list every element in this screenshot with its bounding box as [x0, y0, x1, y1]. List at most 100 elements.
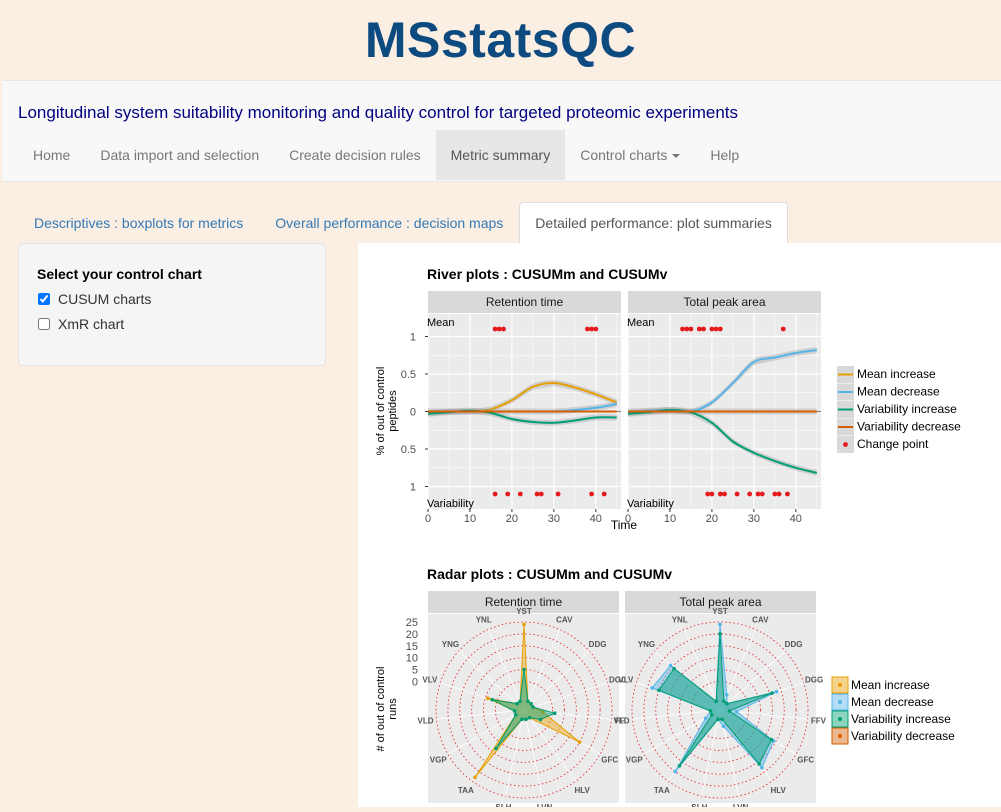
radar-series-area: [492, 669, 557, 749]
x-tick-label: 0: [425, 513, 431, 525]
nav-tab-help[interactable]: Help: [710, 147, 740, 163]
radar-spoke: [719, 709, 773, 782]
river-legend-item: Mean decrease: [837, 383, 940, 401]
radar-point: [512, 709, 517, 713]
river-facet: Total peak area Mean Variability 0 10 20 30 40: [625, 291, 821, 525]
nav-tab-control-charts[interactable]: Control charts: [565, 130, 695, 180]
radar-spoke: [719, 629, 757, 711]
radar-point: [760, 765, 764, 770]
change-point: [759, 491, 765, 497]
radar-point: [541, 710, 545, 714]
radar-spoke: [436, 709, 525, 720]
nav-tab-home[interactable]: Home: [33, 147, 71, 163]
subtab-overall-performance[interactable]: Overall performance : decision maps: [275, 215, 504, 231]
radar-axis-label: YNG: [638, 640, 655, 649]
radar-axis-label: DGG: [805, 675, 823, 684]
navbar-subtitle: Longitudinal system suitability monitori…: [18, 103, 739, 122]
main-panel: River plots : CUSUMm and CUSUMv Retention…: [358, 243, 1001, 812]
mean-label: Mean: [627, 317, 655, 329]
radar-axis-label: YNG: [442, 640, 459, 649]
facet-strip: [625, 591, 816, 613]
nav-tab-data-import[interactable]: Data import and selection: [100, 147, 260, 163]
river-chart-title: River plots : CUSUMm and CUSUMv: [427, 266, 668, 282]
radar-axis-label: HLV: [574, 786, 590, 795]
main-nav: Home Data import and selection Create de…: [18, 130, 754, 180]
radar-spoke: [523, 709, 543, 797]
radar-point: [716, 717, 720, 722]
radar-spoke: [719, 709, 808, 720]
nav-tab-decision-rules[interactable]: Create decision rules: [289, 147, 421, 163]
radar-point: [718, 622, 722, 627]
change-point: [734, 491, 740, 497]
r-tick-label: 0: [412, 676, 418, 688]
x-tick-label: 40: [790, 513, 802, 525]
change-point: [747, 491, 753, 497]
subtab-detailed-performance[interactable]: Detailed performance: plot summaries: [519, 202, 788, 243]
change-point: [517, 491, 523, 497]
radar-point: [673, 769, 678, 774]
radar-point: [677, 764, 682, 768]
change-point: [589, 326, 595, 332]
radar-spoke: [447, 709, 525, 755]
radar-spoke: [636, 682, 721, 711]
change-point: [709, 491, 715, 497]
control-chart-selector-panel: Select your control chart CUSUM charts X…: [18, 243, 326, 366]
radar-grid-circle: [643, 633, 797, 787]
radar-point: [522, 622, 526, 627]
radar-axis-label: VLV: [422, 675, 438, 684]
radar-axis-label: YST: [516, 607, 532, 616]
radar-axis-label: SLH: [495, 803, 511, 807]
radar-grid-circle: [447, 633, 601, 787]
radar-spoke: [523, 650, 590, 711]
radar-point: [724, 692, 729, 697]
radar-grid-circle: [655, 645, 785, 775]
radar-axis-label: CAV: [752, 616, 769, 625]
change-point: [505, 491, 511, 497]
radar-axis-label: FFV: [615, 716, 631, 725]
radar-spoke: [523, 682, 608, 711]
app-title: MSstatsQC: [364, 12, 637, 68]
legend-key-point: [838, 683, 842, 687]
change-point: [589, 491, 595, 497]
change-point: [780, 326, 786, 332]
radar-axis-label: YNL: [476, 616, 492, 625]
confidence-band: [628, 347, 817, 416]
radar-axis-label: DDG: [589, 640, 607, 649]
radar-axis-label: VLV: [618, 675, 634, 684]
legend-key-point: [838, 717, 842, 721]
radar-point: [727, 709, 732, 713]
radar-point: [577, 740, 582, 744]
radar-axis-label: DDG: [785, 640, 803, 649]
xmr-option[interactable]: XmR chart: [37, 316, 124, 332]
radar-legend-item: Mean increase: [831, 676, 930, 694]
xmr-checkbox[interactable]: [38, 318, 50, 330]
radar-spoke: [701, 709, 721, 797]
x-tick-label: 20: [706, 513, 718, 525]
radar-point: [718, 632, 722, 636]
change-point: [713, 326, 719, 332]
radar-spoke: [719, 709, 797, 755]
radar-axis-label: FFV: [811, 716, 827, 725]
legend-label: Change point: [857, 437, 929, 451]
nav-tab-metric-summary[interactable]: Metric summary: [435, 130, 566, 180]
cusum-option[interactable]: CUSUM charts: [37, 291, 151, 307]
x-tick-label: 0: [625, 513, 631, 525]
radar-spoke: [719, 682, 804, 711]
x-tick-label: 10: [664, 513, 676, 525]
radar-axis-label: LVN: [733, 803, 749, 807]
legend-label: Variability decrease: [857, 420, 961, 434]
r-tick-label: 25: [406, 617, 418, 629]
x-tick-label: 10: [464, 513, 476, 525]
radar-spoke: [523, 629, 561, 711]
nav-tab-control-charts-label: Control charts: [580, 147, 668, 163]
radar-grid-circle: [435, 621, 613, 799]
x-tick-label: 30: [548, 513, 560, 525]
subtab-descriptives[interactable]: Descriptives : boxplots for metrics: [34, 215, 244, 231]
radar-spoke: [523, 709, 601, 755]
change-point: [684, 326, 690, 332]
cusum-checkbox[interactable]: [38, 293, 50, 305]
radar-point: [513, 712, 518, 717]
radar-spoke: [505, 709, 525, 797]
